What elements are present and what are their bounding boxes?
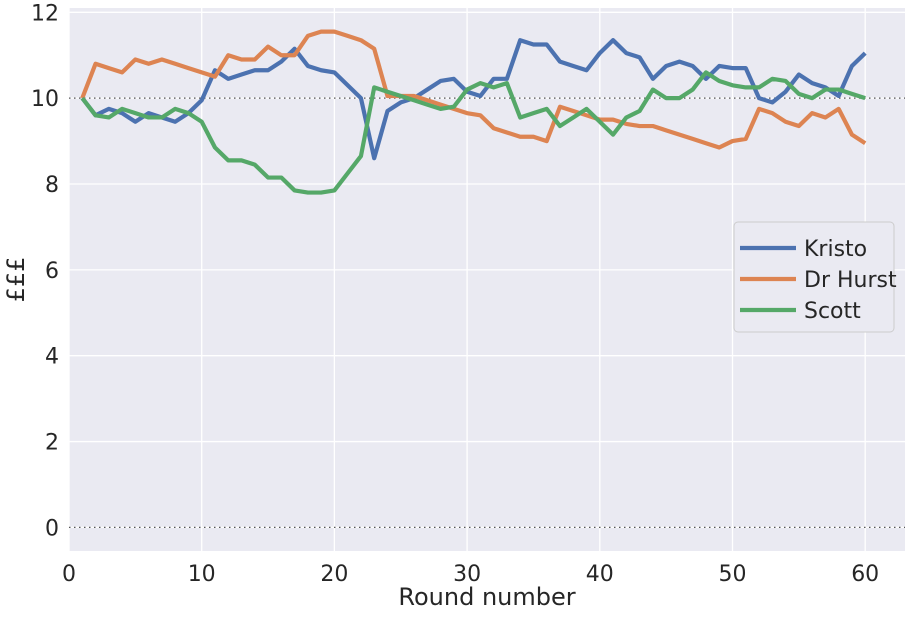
y-tick-label: 12 [31, 1, 59, 26]
legend-label: Dr Hurst [804, 268, 897, 293]
y-tick-label: 4 [45, 345, 59, 370]
series-line-scott [80, 70, 866, 195]
x-tick-label: 50 [718, 562, 746, 587]
series-lines [80, 29, 867, 195]
legend: Kristo Dr Hurst Scott [733, 221, 897, 333]
y-axis-ticks: 0 2 4 6 8 10 12 [31, 1, 59, 541]
y-tick-label: 0 [45, 516, 59, 541]
x-tick-label: 10 [188, 562, 216, 587]
y-tick-label: 8 [45, 173, 59, 198]
x-axis-label: Round number [398, 583, 575, 611]
x-tick-label: 60 [851, 562, 879, 587]
x-axis-ticks: 0 10 20 30 40 50 60 [62, 562, 879, 587]
x-tick-label: 40 [586, 562, 614, 587]
legend-label: Scott [804, 299, 861, 324]
series-line-dr-hurst [80, 29, 867, 150]
y-tick-label: 2 [45, 431, 59, 456]
y-tick-label: 6 [45, 259, 59, 284]
y-tick-label: 10 [31, 87, 59, 112]
x-tick-label: 0 [62, 562, 76, 587]
y-axis-label: £££ [2, 257, 30, 303]
x-tick-label: 20 [320, 562, 348, 587]
legend-label: Kristo [804, 237, 867, 262]
x-tick-label: 30 [453, 562, 481, 587]
